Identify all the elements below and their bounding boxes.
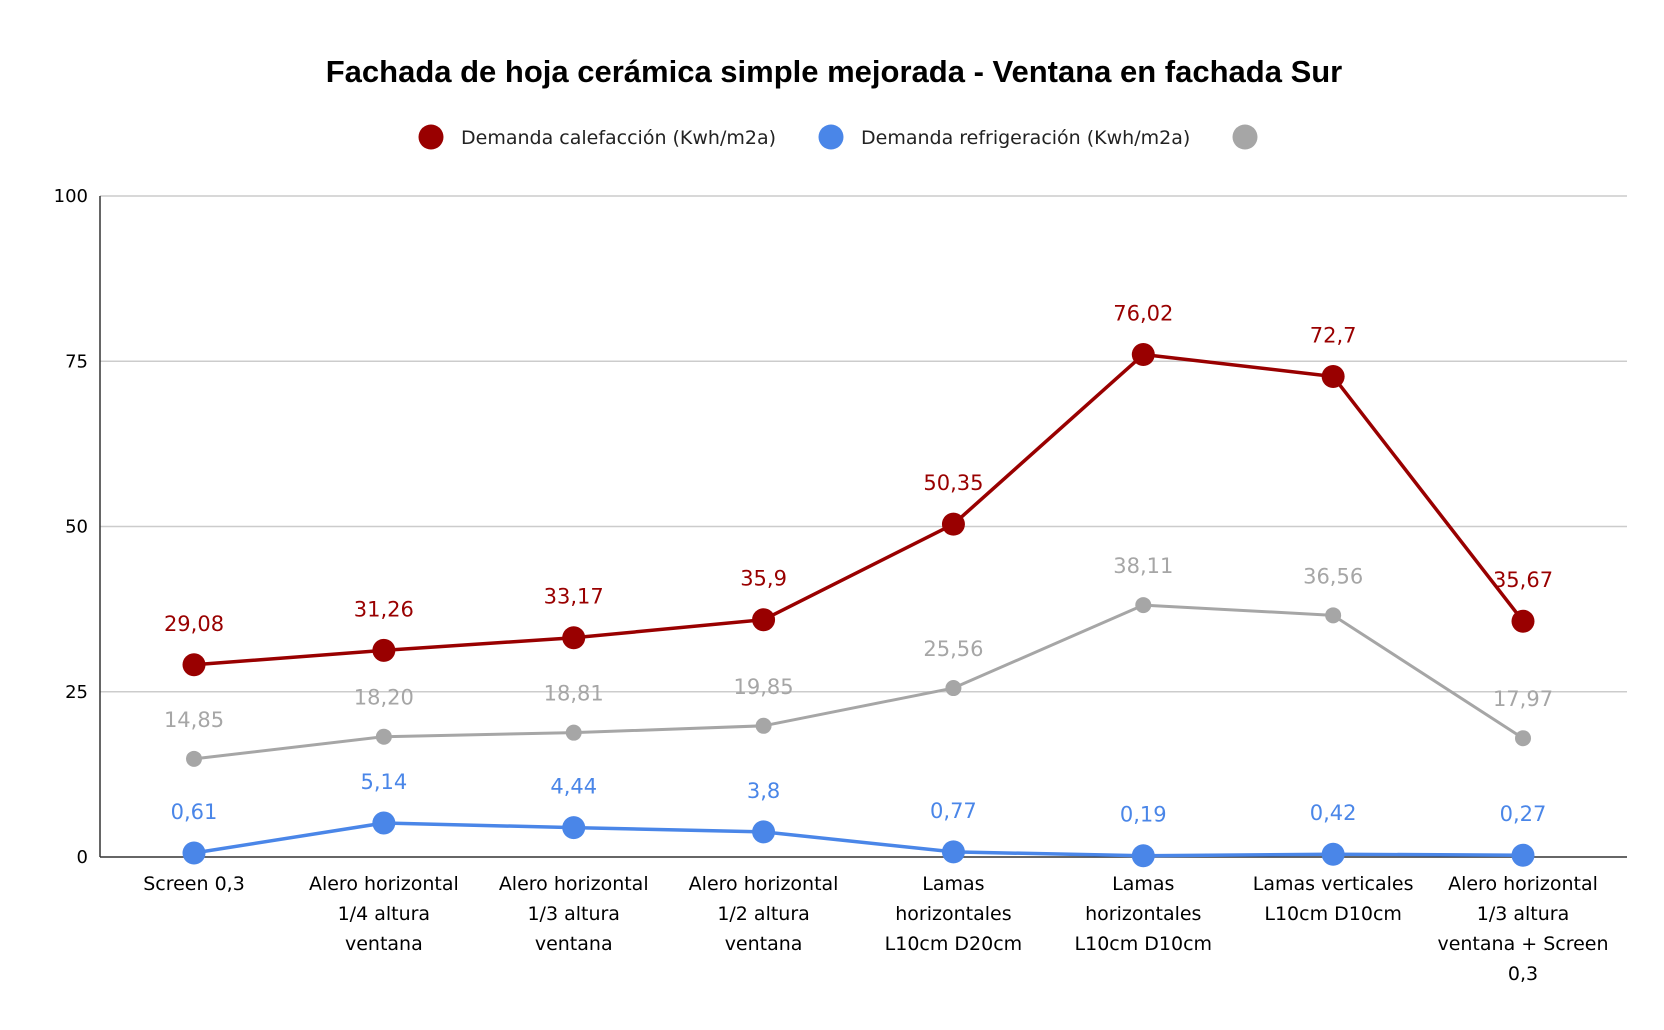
data-point [752,608,776,632]
x-tick-label: Lamas horizontales L10cm D20cm [885,873,1023,955]
data-label: 3,8 [747,779,780,803]
data-point [1131,343,1155,367]
data-label: 35,67 [1493,568,1553,592]
data-label: 38,11 [1113,554,1173,578]
x-tick-label: Alero horizontal 1/4 altura ventana [309,873,459,955]
data-label: 18,20 [354,686,414,710]
series-3: 14,85 18,20 18,81 19,85 25,56 38,11 36,56 17,97 [164,554,1553,767]
data-point [562,626,586,650]
data-point [941,512,965,536]
data-point [372,811,396,835]
series-1: 29,08 31,26 33,17 35,9 50,35 76,02 72,7 35,67 [164,302,1553,677]
data-label: 50,35 [923,471,983,495]
x-tick-label: Alero horizontal 1/3 altura ventana [499,873,649,955]
data-point [752,820,776,844]
data-label: 36,56 [1303,564,1363,588]
x-tick-label: Screen 0,3 [143,873,245,895]
data-label: 35,9 [740,567,787,591]
legend-marker [818,124,844,150]
y-tick-label: 25 [65,682,88,703]
legend-marker [1232,124,1258,150]
data-label: 0,61 [171,800,218,824]
data-point [186,750,202,767]
x-tick-label: Lamas horizontales L10cm D10cm [1075,873,1213,955]
data-label: 72,7 [1310,323,1357,347]
y-tick-label: 0 [77,847,88,868]
data-point [562,816,586,840]
legend: Demanda calefacción (Kwh/m2a) Demanda ref… [418,124,1258,150]
data-label: 19,85 [734,675,794,699]
data-point [1131,844,1155,868]
gridlines [100,195,1627,693]
data-point [1511,609,1535,633]
legend-label: Demanda refrigeración (Kwh/m2a) [861,127,1190,149]
data-label: 14,85 [164,708,224,732]
data-point [1511,843,1535,867]
chart-title: Fachada de hoja cerámica simple mejorada… [326,54,1343,89]
data-label: 5,14 [360,770,407,794]
legend-item: Demanda calefacción (Kwh/m2a) [418,124,776,150]
data-label: 0,77 [930,799,977,823]
series-line [193,603,1524,761]
x-tick-label: Lamas verticales L10cm D10cm [1253,873,1414,925]
series-line [193,821,1524,858]
data-label: 76,02 [1113,302,1173,326]
y-tick-label: 75 [65,351,88,372]
data-point [941,840,965,864]
y-axis-ticks: 0 25 50 75 100 [54,186,88,868]
data-point [182,841,206,865]
axes [99,196,1627,858]
x-tick-label: Alero horizontal 1/2 altura ventana [689,873,839,955]
data-point [372,638,396,662]
data-label: 33,17 [544,585,604,609]
data-point [945,680,962,697]
data-point [755,717,772,734]
data-label: 29,08 [164,612,224,636]
data-point [1515,730,1531,747]
data-label: 0,42 [1310,801,1357,825]
data-point [1321,842,1345,866]
y-tick-label: 100 [54,186,88,207]
data-label: 25,56 [923,637,983,661]
data-point [375,728,392,745]
x-axis-categories: Screen 0,3 Alero horizontal 1/4 altura vent… [143,873,1608,985]
data-label: 17,97 [1493,687,1553,711]
data-label: 4,44 [550,775,597,799]
data-point [565,724,582,741]
data-point [1135,597,1152,614]
data-point [1325,607,1342,624]
legend-marker [418,124,444,150]
data-label: 31,26 [354,597,414,621]
data-point [1321,364,1345,388]
data-label: 0,27 [1500,802,1547,826]
series-group: 29,08 31,26 33,17 35,9 50,35 76,02 72,7 35,67 0,… [164,302,1553,868]
data-point [182,653,206,677]
legend-item: Demanda refrigeración (Kwh/m2a) [818,124,1190,150]
x-tick-label: Alero horizontal 1/3 altura ventana + Scre… [1437,873,1608,985]
legend-label: Demanda calefacción (Kwh/m2a) [461,127,776,149]
series-line [193,352,1525,667]
legend-item [1232,124,1258,150]
y-tick-label: 50 [65,517,88,538]
series-2: 0,61 5,14 4,44 3,8 0,77 0,19 0,42 0,27 [171,770,1547,868]
data-label: 18,81 [544,682,604,706]
data-label: 0,19 [1120,803,1167,827]
